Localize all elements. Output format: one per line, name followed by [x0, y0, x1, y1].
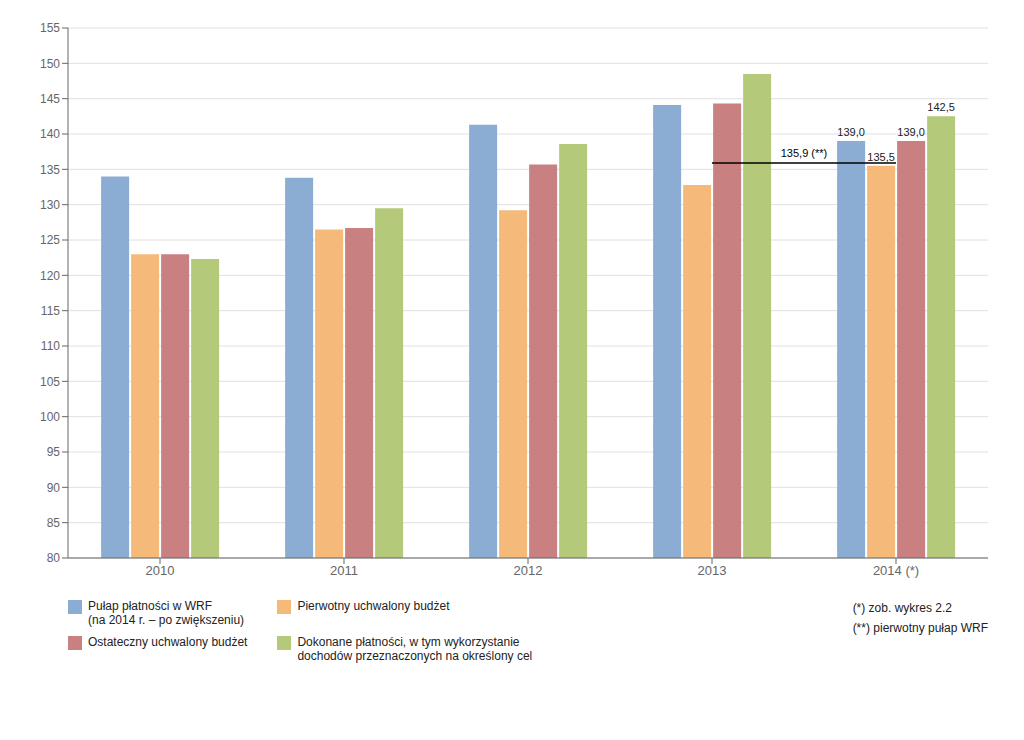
svg-text:100: 100	[40, 410, 60, 424]
svg-text:130: 130	[40, 198, 60, 212]
html-text:Ostateczny uchwalony budżet: Ostateczny uchwalony budżet	[88, 635, 248, 649]
svg-text:2012: 2012	[514, 563, 543, 578]
html-text:Dokonane płatności, w tym wyko: Dokonane płatności, w tym wykorzystanie	[297, 635, 520, 649]
html-text:Pierwotny uchwalony budżet: Pierwotny uchwalony budżet	[297, 599, 450, 613]
html-text:(na 2014 r. – po zwiększeniu): (na 2014 r. – po zwiększeniu)	[88, 613, 245, 627]
svg-text:150: 150	[40, 57, 60, 71]
svg-text:140: 140	[40, 127, 60, 141]
svg-text:115: 115	[41, 304, 60, 318]
svg-text:2010: 2010	[146, 563, 175, 578]
svg-text:95: 95	[47, 445, 61, 459]
svg-text:139,0: 139,0	[837, 126, 865, 138]
svg-text:110: 110	[41, 339, 60, 353]
html-text:Pułap płatności w WRF: Pułap płatności w WRF	[88, 599, 212, 613]
svg-text:105: 105	[40, 375, 60, 389]
svg-text:155: 155	[40, 21, 60, 35]
svg-text:90: 90	[47, 481, 61, 495]
html-text:(*) zob. wykres 2.2: (*) zob. wykres 2.2	[852, 601, 952, 615]
svg-text:2013: 2013	[698, 563, 727, 578]
html-text:dochodów przeznaczonych na okr: dochodów przeznaczonych na określony cel	[297, 649, 533, 663]
svg-text:145: 145	[40, 92, 60, 106]
svg-text:120: 120	[40, 269, 60, 283]
svg-text:139,0: 139,0	[897, 126, 925, 138]
svg-text:85: 85	[47, 516, 61, 530]
svg-text:142,5: 142,5	[927, 101, 955, 113]
svg-text:80: 80	[47, 551, 61, 565]
html-text:(**) pierwotny pułap WRF: (**) pierwotny pułap WRF	[852, 621, 988, 635]
svg-text:2014 (*): 2014 (*)	[873, 563, 919, 578]
svg-text:135,5: 135,5	[867, 151, 895, 163]
svg-text:125: 125	[40, 233, 60, 247]
svg-text:2011: 2011	[330, 563, 358, 578]
svg-text:135: 135	[40, 163, 60, 177]
svg-text:135,9 (**): 135,9 (**)	[781, 147, 827, 159]
